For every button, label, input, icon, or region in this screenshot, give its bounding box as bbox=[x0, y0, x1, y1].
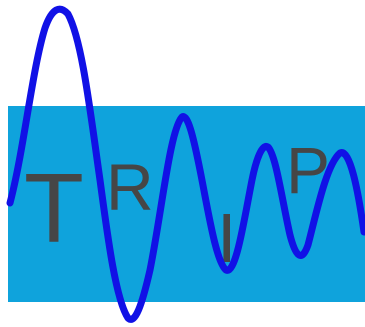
logo-letter-r: R bbox=[106, 150, 154, 224]
waveform-line bbox=[6, 5, 365, 323]
blue-panel bbox=[8, 106, 365, 302]
logo-letter-t: T bbox=[24, 153, 84, 263]
